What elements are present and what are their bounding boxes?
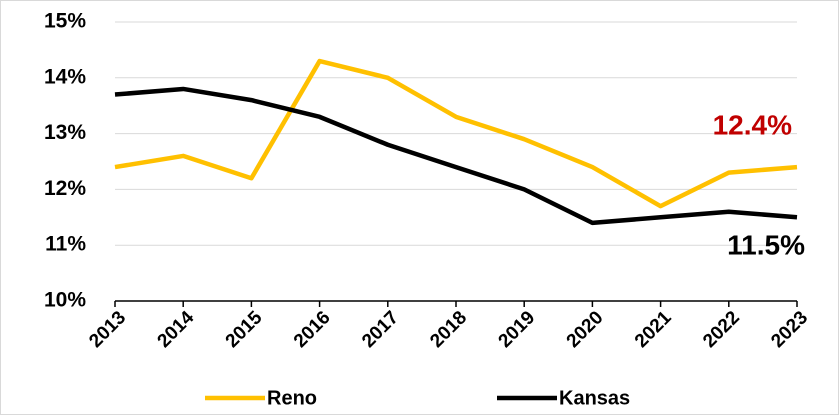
y-tick-label: 14%: [44, 65, 86, 88]
series-line: [114, 58, 798, 209]
y-tick-label: 11%: [45, 233, 86, 256]
value-label: 11.5%: [727, 230, 805, 261]
y-tick-label: 13%: [44, 121, 86, 144]
legend-label: Reno: [267, 387, 317, 409]
value-label: 12.4%: [713, 109, 792, 140]
y-tick-label: 12%: [44, 177, 86, 200]
y-tick-label: 10%: [44, 289, 86, 312]
series-line: [114, 86, 798, 226]
y-tick-label: 15%: [44, 10, 86, 33]
legend-label: Kansas: [559, 387, 630, 409]
